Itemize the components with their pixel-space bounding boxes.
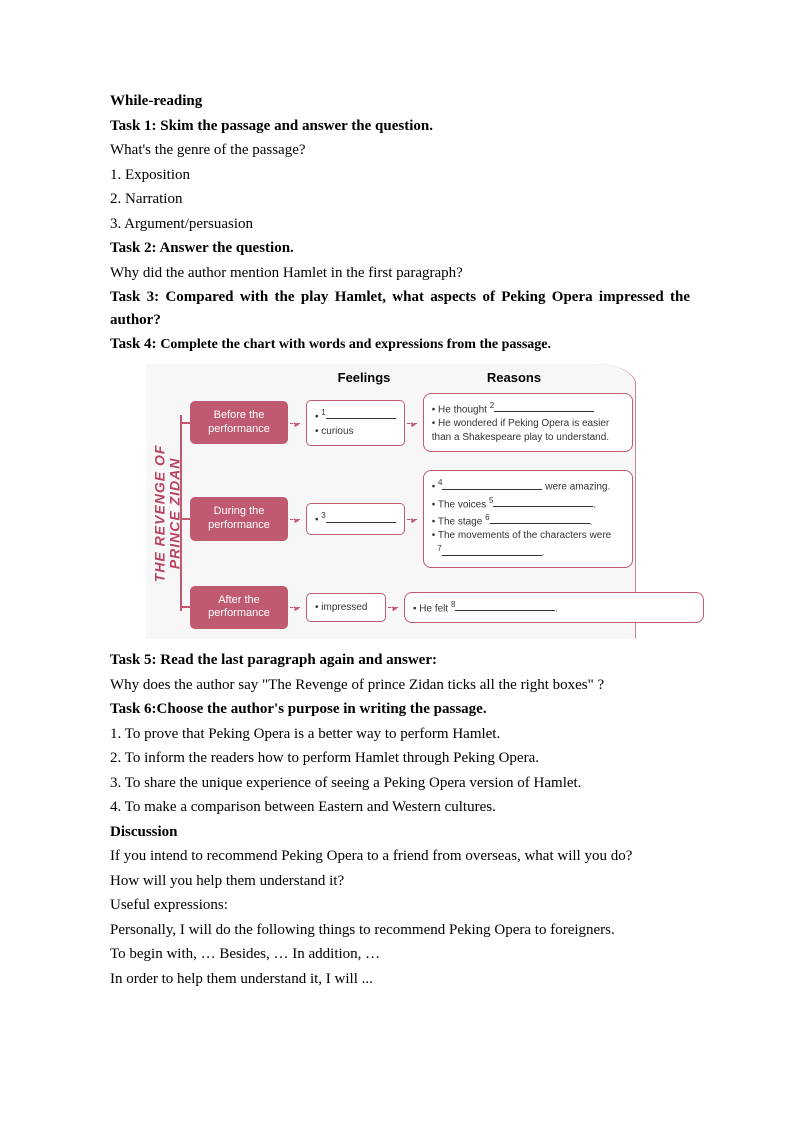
blank-line [442,480,542,490]
header-reasons: Reasons [424,368,604,388]
task1-opt-2: 2. Narration [110,188,690,211]
arrow-icon [288,510,306,528]
chart-row-after: After the performance • impressed • He f… [182,586,704,630]
discussion-line: How will you help them understand it? [110,870,690,893]
feel-after: • impressed [306,593,386,622]
arrow-icon [288,598,306,616]
chart-row-during: During the performance • 3 • 4 were amaz… [182,470,704,567]
task5-title: Task 5: Read the last paragraph again an… [110,649,690,672]
feel-before: • 1 • curious [306,400,405,446]
chart-rows: Before the performance • 1 • curious • H… [182,393,704,633]
feel-impressed: • impressed [315,600,377,615]
task6-opt-4: 4. To make a comparison between Eastern … [110,796,690,819]
reason-text: were amazing. [542,482,610,493]
task1-title: Task 1: Skim the passage and answer the … [110,115,690,138]
feel-curious: • curious [315,424,396,439]
task6-title: Task 6:Choose the author's purpose in wr… [110,698,690,721]
reason-text: than a Shakespeare play to understand. [432,431,624,445]
task3-title: Task 3: Compared with the play Hamlet, w… [110,286,690,331]
task6-opt-1: 1. To prove that Peking Opera is a bette… [110,723,690,746]
spine-connector [180,422,190,424]
feel-during: • 3 [306,503,405,534]
reason-text: • The voices [432,499,489,510]
task2-title: Task 2: Answer the question. [110,237,690,260]
arrow-icon [405,510,423,528]
reason-during: • 4 were amazing. • The voices 5. • The … [423,470,633,567]
discussion-line: In order to help them understand it, I w… [110,968,690,991]
chart-vertical-title: THE REVENGE OF PRINCE ZIDAN [154,393,182,633]
reason-text: • The movements of the characters were [432,529,624,543]
reason-text: • He felt [413,603,451,614]
blank-line [490,514,590,524]
discussion-line: To begin with, … Besides, … In addition,… [110,943,690,966]
chart-row-before: Before the performance • 1 • curious • H… [182,393,704,452]
blank-line [442,546,542,556]
blank-line [326,409,396,419]
task6-opt-3: 3. To share the unique experience of see… [110,772,690,795]
discussion-line: If you intend to recommend Peking Opera … [110,845,690,868]
task4-chart: Feelings Reasons THE REVENGE OF PRINCE Z… [146,364,636,640]
vtitle-line1: THE REVENGE OF [152,444,168,582]
blank-line [493,497,593,507]
task4-line: Task 4: Complete the chart with words an… [110,333,690,356]
reason-text: • He wondered if Peking Opera is easier [432,417,624,431]
discussion-title: Discussion [110,821,690,844]
spine-connector [180,518,190,520]
spine-connector [180,606,190,608]
reason-text: • The stage [432,516,485,527]
task1-question: What's the genre of the passage? [110,139,690,162]
task4-title: Task 4: [110,336,160,352]
discussion-line: Useful expressions: [110,894,690,917]
stage-after: After the performance [190,586,288,630]
task1-opt-1: 1. Exposition [110,164,690,187]
task5-question: Why does the author say "The Revenge of … [110,674,690,697]
while-reading-heading: While-reading [110,90,690,113]
reason-before: • He thought 2 • He wondered if Peking O… [423,393,633,452]
arrow-icon [405,414,423,432]
blank-line [494,402,594,412]
chart-headers: Feelings Reasons [304,368,625,388]
stage-during: During the performance [190,497,288,541]
stage-before: Before the performance [190,401,288,445]
arrow-icon [386,598,404,616]
discussion-line: Personally, I will do the following thin… [110,919,690,942]
header-feelings: Feelings [304,368,424,388]
reason-text: • He thought [432,404,490,415]
blank-line [326,513,396,523]
arrow-icon [288,414,306,432]
task2-question: Why did the author mention Hamlet in the… [110,262,690,285]
task1-opt-3: 3. Argument/persuasion [110,213,690,236]
task4-rest: Complete the chart with words and expres… [160,337,551,352]
task6-opt-2: 2. To inform the readers how to perform … [110,747,690,770]
blank-line [455,601,555,611]
reason-after: • He felt 8. [404,592,704,623]
